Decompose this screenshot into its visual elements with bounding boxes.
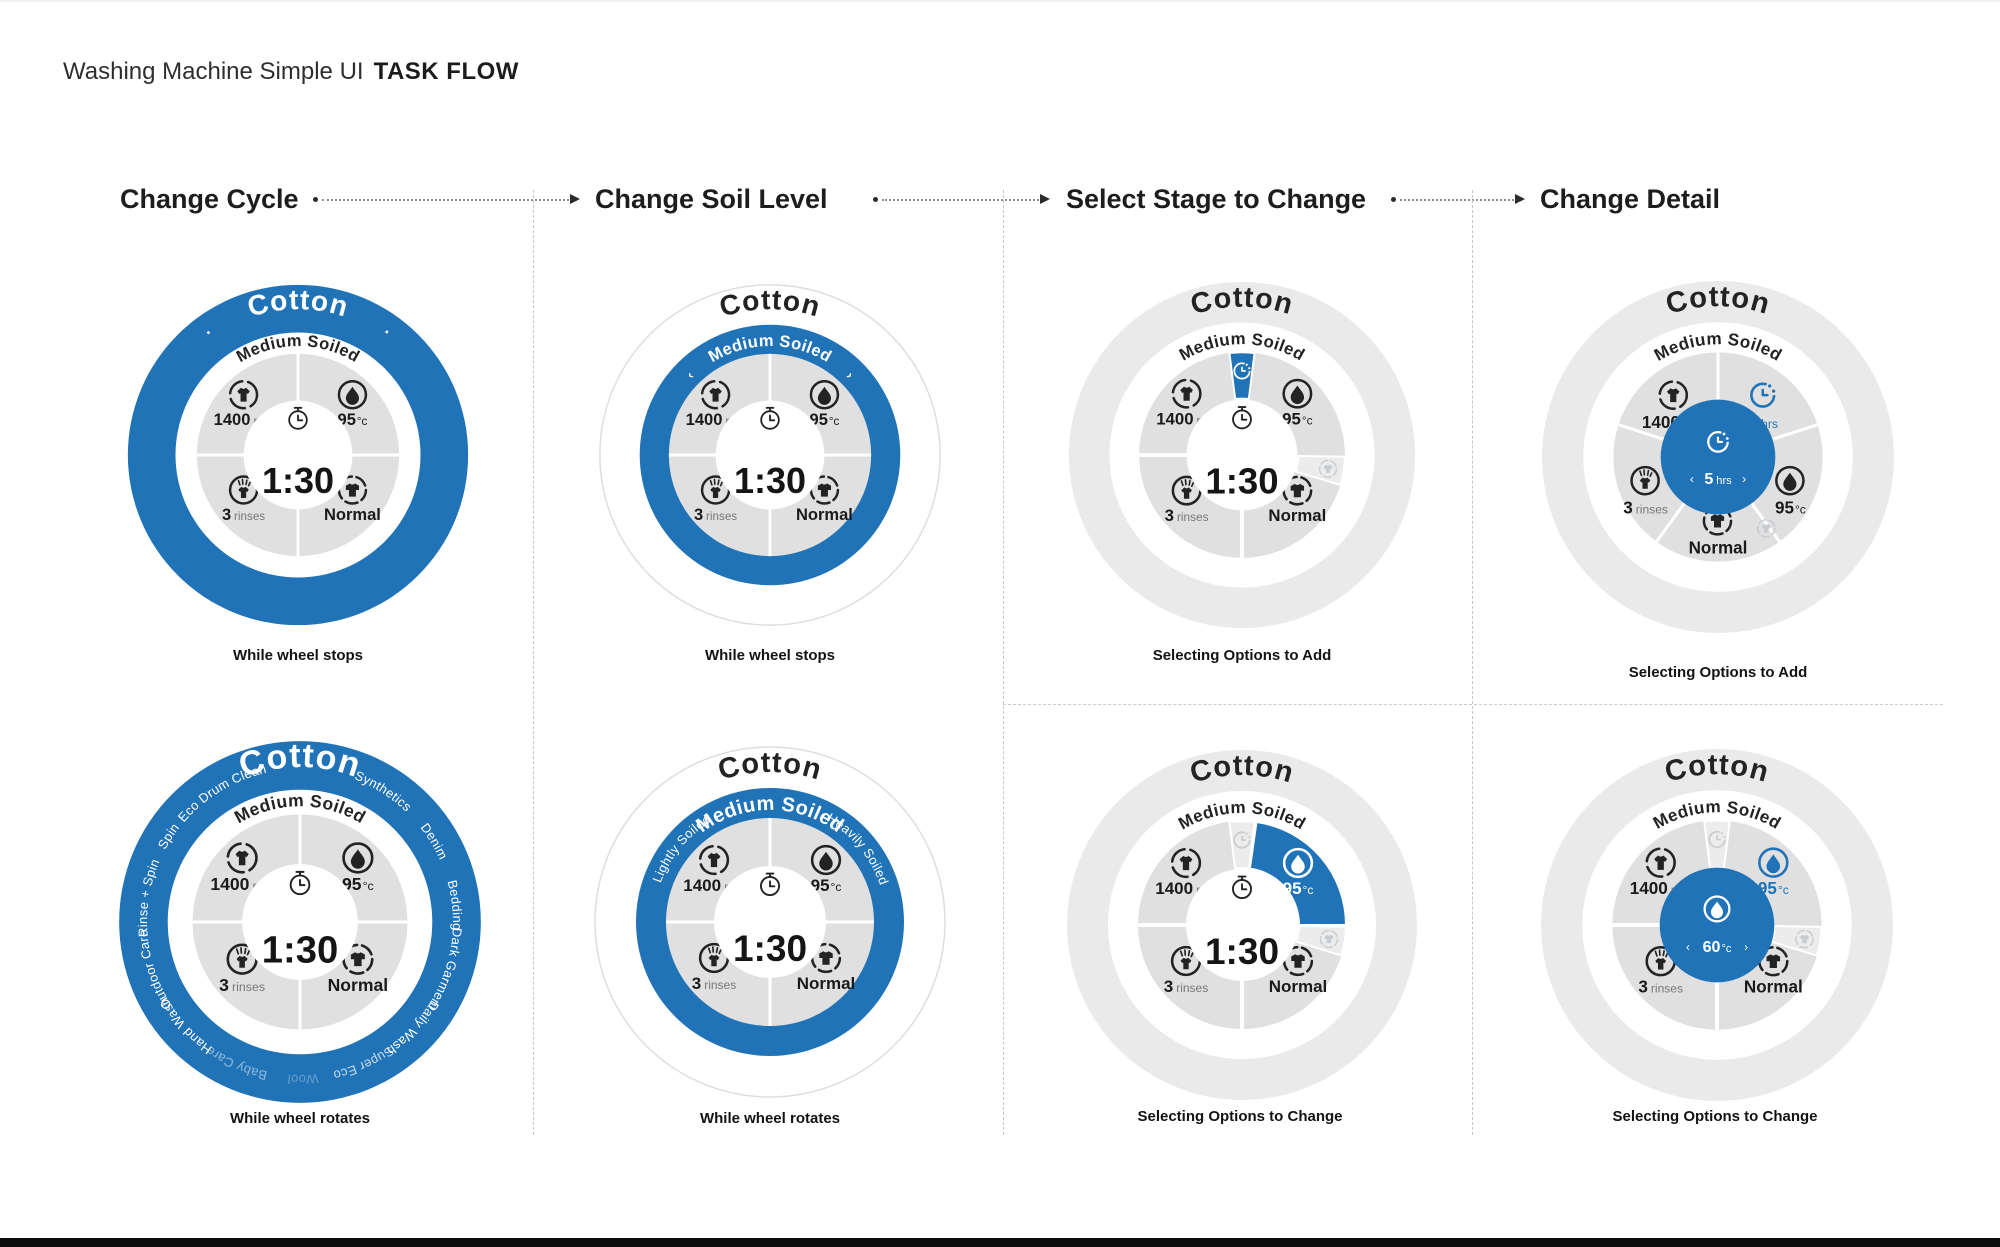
center-display — [714, 866, 826, 978]
cycle-option: Wool — [287, 1071, 319, 1087]
caption-r1c3: Selecting Options to Add — [1152, 647, 1332, 664]
caption-r2c2: While wheel rotates — [699, 1110, 841, 1127]
value-prev-arrow: ‹ — [1686, 940, 1690, 954]
value-next-arrow: › — [1742, 472, 1746, 486]
step-header-change-detail: Change Detail — [1540, 184, 1721, 214]
flow-arrow-2 — [873, 194, 1050, 204]
remaining-time: 1:30 — [262, 460, 334, 501]
caption-r2c4: Selecting Options to Change — [1612, 1108, 1818, 1125]
rinse-label: 3 rinses — [1623, 498, 1668, 517]
step-header-change-soil-level: Change Soil Level — [595, 184, 828, 214]
rinse-label: 3 rinses — [219, 975, 265, 995]
caption-r1c4: Selecting Options to Add — [1628, 664, 1808, 681]
column-divider-2 — [1003, 190, 1004, 1135]
caption-r1c1: While wheel stops — [232, 647, 364, 664]
rinse-label: 3 rinses — [1638, 977, 1683, 996]
caption-r1c2: While wheel stops — [704, 647, 836, 664]
rinse-label: 3 rinses — [222, 505, 265, 524]
step-header-change-cycle: Change Cycle — [120, 184, 299, 214]
soil-option-label: Normal — [328, 975, 388, 995]
rinse-label: 3 rinses — [694, 505, 737, 524]
value-next-arrow: › — [1744, 940, 1748, 954]
value-prev-arrow: ‹ — [1690, 472, 1694, 486]
soil-option-label: Normal — [1744, 977, 1803, 996]
center-display — [1186, 399, 1298, 511]
flow-arrow-3 — [1391, 194, 1525, 204]
soil-option-label: Normal — [797, 974, 856, 993]
page-title: Washing Machine Simple UI TASK FLOW — [63, 58, 519, 86]
temperature-label: 95°c — [1775, 498, 1806, 517]
soil-option-label: Normal — [324, 505, 381, 524]
center-display-selected — [1660, 399, 1776, 515]
soil-option-label: Normal — [1268, 506, 1326, 525]
delay-value: 5 hrs — [1704, 470, 1732, 488]
flow-arrow-1 — [313, 194, 580, 204]
soil-option-label: Normal — [1269, 977, 1328, 996]
center-display — [242, 864, 358, 980]
center-display — [1186, 869, 1298, 981]
rinse-label: 3 rinses — [692, 974, 736, 993]
row-divider — [1003, 704, 1943, 705]
caption-r2c3: Selecting Options to Change — [1137, 1108, 1343, 1125]
remaining-time: 1:30 — [733, 928, 807, 969]
remaining-time: 1:30 — [734, 460, 806, 501]
remaining-time: 1:30 — [1205, 931, 1279, 972]
step-header-select-stage: Select Stage to Change — [1066, 184, 1367, 214]
remaining-time: 1:30 — [1205, 461, 1278, 502]
caption-r2c1: While wheel rotates — [229, 1110, 371, 1127]
column-divider-1 — [533, 190, 534, 1135]
rinse-label: 3 rinses — [1165, 506, 1209, 525]
bottom-bar — [0, 1238, 2000, 1247]
delay-wedge-selected — [1228, 351, 1256, 401]
temperature-wedge-selected — [1248, 820, 1348, 926]
center-display — [243, 400, 353, 510]
column-divider-3 — [1472, 190, 1473, 1135]
soil-option-label: Normal — [796, 505, 853, 524]
center-display-selected — [1659, 867, 1775, 983]
remaining-time: 1:30 — [262, 928, 339, 971]
soil-option-label: Normal — [1689, 539, 1748, 558]
temperature-value: 60°c — [1703, 938, 1732, 956]
doc-type: TASK FLOW — [373, 58, 519, 85]
product-name: Washing Machine Simple UI — [63, 58, 364, 85]
delay-wedge — [1228, 820, 1256, 870]
rinse-label: 3 rinses — [1164, 977, 1208, 996]
center-display — [715, 400, 825, 510]
top-hairline — [0, 0, 2000, 2]
wedge-dividers — [1618, 352, 1818, 543]
